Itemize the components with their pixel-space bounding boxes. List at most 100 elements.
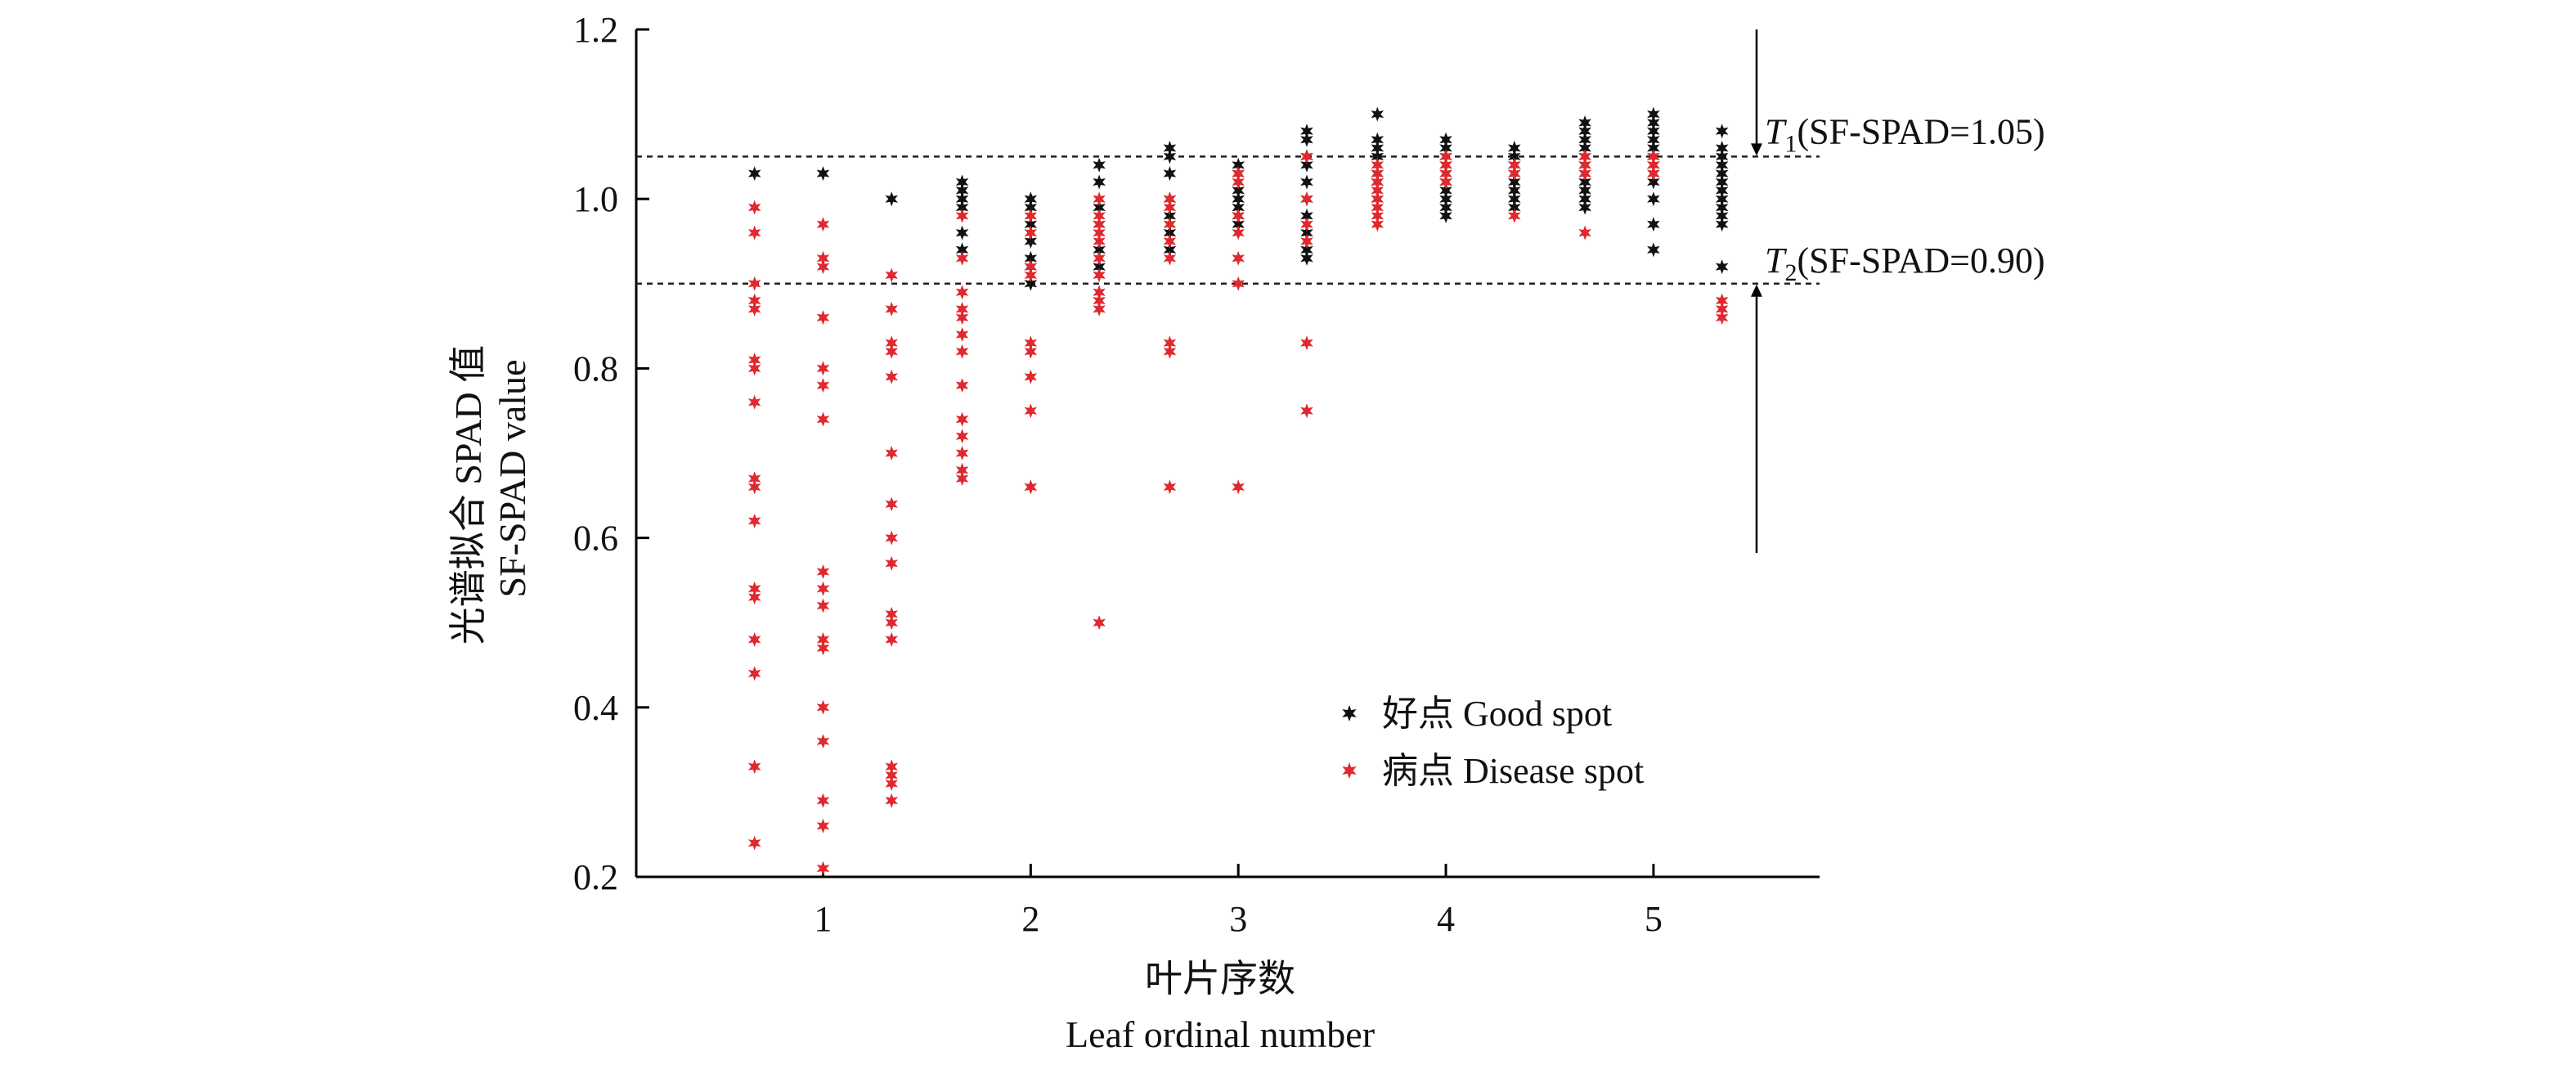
data-point <box>747 513 761 528</box>
data-point <box>747 166 761 182</box>
data-point <box>1300 234 1313 249</box>
data-point <box>885 497 898 512</box>
data-point <box>885 446 898 461</box>
x-tick-label: 2 <box>1021 899 1039 939</box>
data-point <box>816 793 830 808</box>
data-point <box>1024 267 1038 283</box>
data-point <box>885 267 898 283</box>
data-point <box>1163 335 1177 351</box>
data-point <box>1024 259 1038 275</box>
data-point <box>816 259 830 275</box>
data-point <box>955 191 969 207</box>
data-point <box>816 564 830 579</box>
data-point <box>1439 174 1452 190</box>
data-point <box>1232 157 1245 173</box>
data-point <box>1163 242 1177 258</box>
data-point <box>1508 166 1521 182</box>
data-point <box>1439 208 1452 223</box>
y-tick-label: 0.4 <box>573 688 618 728</box>
data-point <box>1300 149 1313 164</box>
data-point <box>1300 174 1313 190</box>
data-point <box>1647 242 1660 258</box>
data-point <box>1232 174 1245 190</box>
data-point <box>1578 124 1591 139</box>
data-point <box>885 759 898 775</box>
data-point <box>747 394 761 410</box>
data-point <box>747 200 761 215</box>
data-point <box>1024 200 1038 215</box>
data-point <box>1371 149 1384 164</box>
data-point <box>747 590 761 605</box>
data-point <box>747 301 761 317</box>
axis-titles: 叶片序数 Leaf ordinal number 光谱拟合 SPAD 值 SF-… <box>447 345 1375 1055</box>
x-tick-label: 5 <box>1645 899 1663 939</box>
data-point <box>1232 276 1245 291</box>
data-point <box>816 861 830 876</box>
data-point <box>1715 191 1729 207</box>
data-point <box>955 327 969 342</box>
data-point <box>1371 132 1384 147</box>
data-point <box>955 411 969 427</box>
data-point <box>1024 208 1038 223</box>
data-point <box>1508 182 1521 198</box>
data-point <box>1715 157 1729 173</box>
data-point <box>1371 182 1384 198</box>
legend-marker <box>1342 762 1357 779</box>
data-point <box>1715 208 1729 223</box>
data-point <box>1093 208 1106 223</box>
data-point <box>747 361 761 376</box>
data-point <box>816 631 830 647</box>
data-point <box>747 631 761 647</box>
data-point <box>1163 200 1177 215</box>
data-point <box>1232 208 1245 223</box>
x-tick-label: 1 <box>814 899 832 939</box>
data-point <box>1300 157 1313 173</box>
data-point <box>1439 141 1452 155</box>
data-point <box>747 471 761 487</box>
threshold-lines: T1(SF-SPAD=1.05)T2(SF-SPAD=0.90) <box>636 29 2045 553</box>
data-point <box>1093 267 1106 283</box>
x-axis-title-zh: 叶片序数 <box>1145 958 1295 1000</box>
data-point <box>885 767 898 783</box>
data-point <box>1439 157 1452 173</box>
threshold-label-2: T2(SF-SPAD=0.90) <box>1765 240 2045 286</box>
data-points <box>747 106 1729 876</box>
data-point <box>1715 166 1729 182</box>
data-point <box>1024 369 1038 384</box>
data-point <box>1715 174 1729 190</box>
legend-label: 病点 Disease spot <box>1382 751 1644 791</box>
data-point <box>1093 174 1106 190</box>
data-point <box>1300 124 1313 139</box>
data-point <box>1715 200 1729 215</box>
data-point <box>1163 479 1177 495</box>
data-point <box>1093 250 1106 266</box>
data-point <box>1578 132 1591 147</box>
data-point <box>1024 234 1038 249</box>
arrow-down-head <box>1751 143 1762 156</box>
data-point <box>1439 191 1452 207</box>
data-point <box>885 191 898 207</box>
data-point <box>1024 479 1038 495</box>
data-point <box>816 640 830 656</box>
data-point <box>1578 166 1591 182</box>
data-point <box>955 242 969 258</box>
legend-marker <box>1342 705 1357 721</box>
data-point <box>1371 106 1384 122</box>
data-point <box>1163 234 1177 249</box>
data-point <box>1300 225 1313 240</box>
data-point <box>1232 166 1245 182</box>
data-point <box>1715 182 1729 198</box>
data-point <box>955 250 969 266</box>
arrow-up-head <box>1751 284 1762 297</box>
data-point <box>1300 191 1313 207</box>
data-point <box>1439 132 1452 147</box>
data-point <box>1715 259 1729 275</box>
data-point <box>1578 174 1591 190</box>
data-point <box>1578 157 1591 173</box>
data-point <box>1093 234 1106 249</box>
data-point <box>1578 182 1591 198</box>
data-point <box>1647 132 1660 147</box>
data-point <box>1232 191 1245 207</box>
